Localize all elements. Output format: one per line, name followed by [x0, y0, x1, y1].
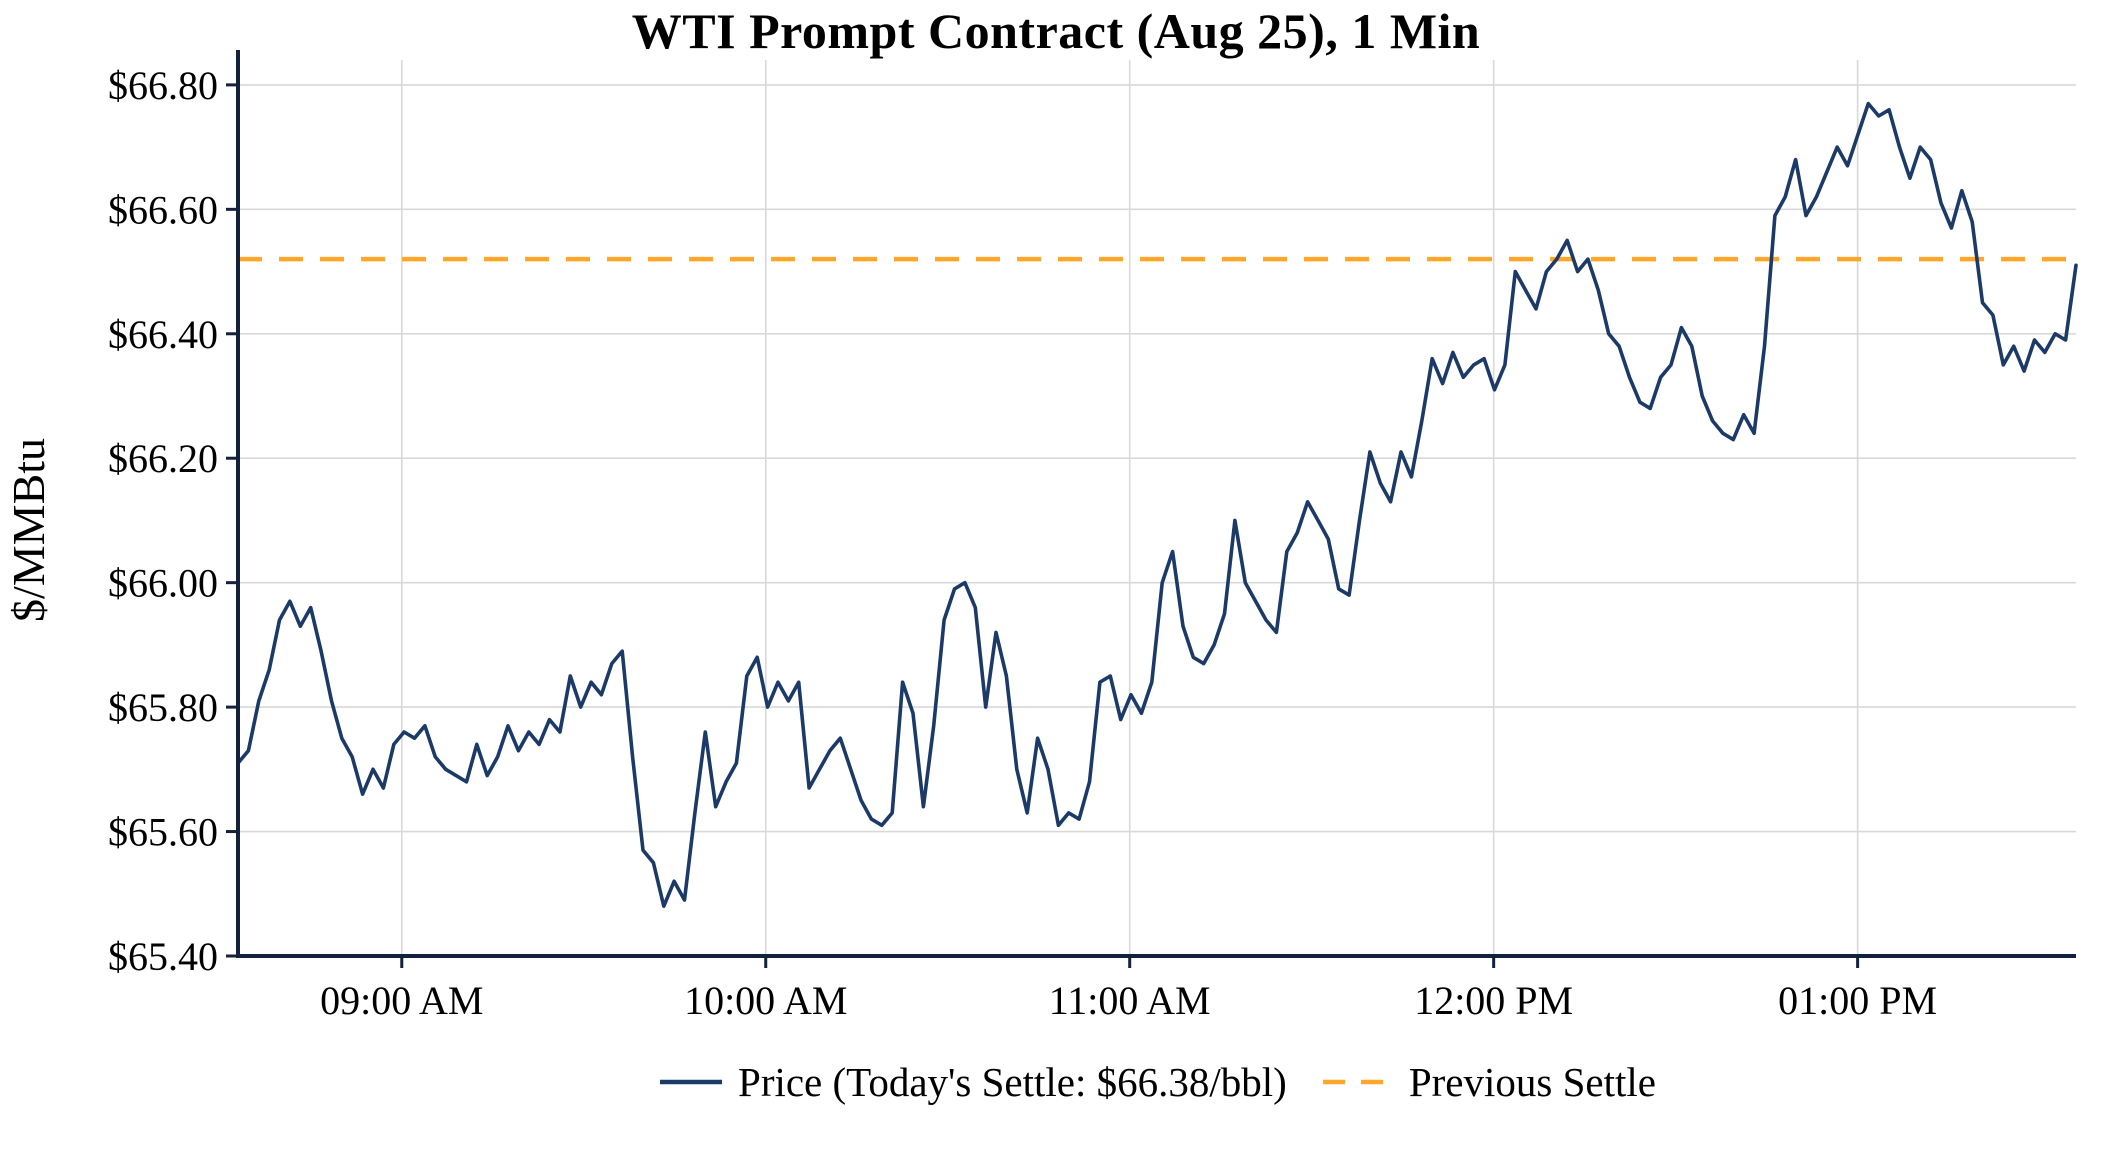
price-line-swatch-icon	[660, 1079, 723, 1085]
svg-text:$65.80: $65.80	[108, 685, 218, 730]
svg-text:$66.20: $66.20	[108, 436, 218, 481]
svg-text:11:00 AM: 11:00 AM	[1049, 978, 1211, 1023]
chart-title: WTI Prompt Contract (Aug 25), 1 Min	[631, 3, 1481, 59]
svg-text:12:00 PM: 12:00 PM	[1414, 978, 1573, 1023]
svg-text:$66.80: $66.80	[108, 63, 218, 108]
legend-item-previous-settle: Previous Settle	[1321, 1058, 1656, 1106]
legend-label-previous-settle: Previous Settle	[1408, 1059, 1656, 1105]
legend-item-price: Price (Today's Settle: $66.38/bbl)	[658, 1058, 1287, 1106]
svg-text:$65.60: $65.60	[108, 810, 218, 855]
svg-text:$65.40: $65.40	[108, 934, 218, 979]
legend-label-price: Price (Today's Settle: $66.38/bbl)	[738, 1059, 1287, 1105]
chart-legend: Price (Today's Settle: $66.38/bbl) Previ…	[238, 1058, 2076, 1106]
svg-text:$66.00: $66.00	[108, 561, 218, 606]
previous-settle-swatch-icon	[1322, 1079, 1393, 1085]
svg-text:$66.60: $66.60	[108, 187, 218, 232]
svg-text:10:00 AM: 10:00 AM	[684, 978, 847, 1023]
svg-text:09:00 AM: 09:00 AM	[320, 978, 483, 1023]
svg-text:$66.40: $66.40	[108, 312, 218, 357]
svg-text:01:00 PM: 01:00 PM	[1778, 978, 1937, 1023]
svg-text:$/MMBtu: $/MMBtu	[3, 438, 54, 622]
